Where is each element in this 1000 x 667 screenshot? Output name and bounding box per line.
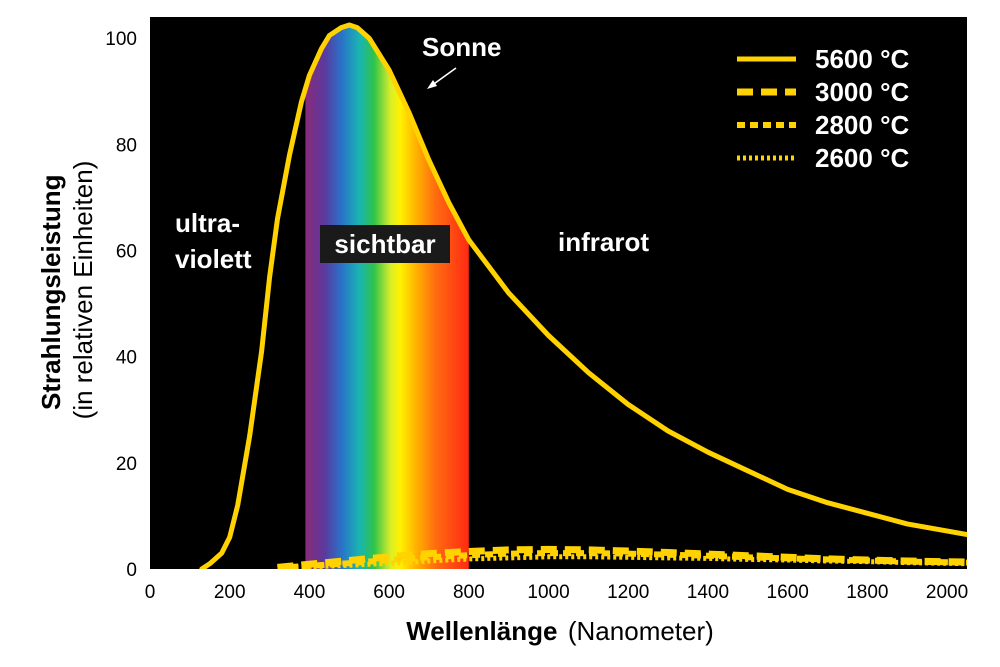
legend-label-5600-c: 5600 °C — [815, 44, 909, 74]
y-axis-title-bold: Strahlungsleistung — [36, 174, 66, 409]
series-line-2600-c — [277, 554, 967, 569]
x-axis-title-rest: (Nanometer) — [568, 616, 714, 646]
legend-label-3000-c: 3000 °C — [815, 77, 909, 107]
x-axis-title: Wellenlänge (Nanometer) — [406, 616, 714, 646]
y-tick-label: 80 — [116, 135, 137, 156]
x-tick-label: 600 — [373, 582, 405, 603]
x-tick-label: 1800 — [846, 582, 888, 603]
x-tick-label: 400 — [294, 582, 326, 603]
x-tick-label: 1400 — [687, 582, 729, 603]
x-tick-label: 1600 — [767, 582, 809, 603]
x-tick-label: 1000 — [527, 582, 569, 603]
y-axis-title: Strahlungsleistung (in relativen Einheit… — [36, 161, 98, 420]
y-tick-label: 0 — [126, 560, 137, 581]
region-label-visible: sichtbar — [334, 229, 435, 259]
y-tick-label: 20 — [116, 454, 137, 475]
x-tick-label: 1200 — [607, 582, 649, 603]
series-line-3000-c — [277, 545, 967, 569]
y-tick-label: 40 — [116, 348, 137, 369]
legend-label-2800-c: 2800 °C — [815, 110, 909, 140]
region-label-ir: infrarot — [558, 227, 649, 257]
y-tick-label: 100 — [105, 29, 137, 50]
series-line-5600-c — [199, 22, 967, 569]
plot-background — [150, 17, 967, 569]
x-tick-label: 200 — [214, 582, 246, 603]
region-label-uv-1: ultra- — [175, 208, 240, 238]
annotation-arrow-head — [427, 80, 437, 89]
x-axis-title-bold: Wellenlänge — [406, 616, 557, 646]
annotation-sonne: Sonne — [422, 32, 501, 62]
y-axis-title-rest: (in relativen Einheiten) — [68, 161, 98, 420]
annotation-arrow-shaft — [430, 67, 457, 87]
y-tick-label: 60 — [116, 242, 137, 263]
x-tick-label: 0 — [145, 582, 156, 603]
visible-label-box — [320, 225, 450, 263]
legend-label-2600-c: 2600 °C — [815, 143, 909, 173]
region-label-uv-2: violett — [175, 244, 252, 274]
x-tick-label: 2000 — [926, 582, 968, 603]
x-tick-label: 800 — [453, 582, 485, 603]
